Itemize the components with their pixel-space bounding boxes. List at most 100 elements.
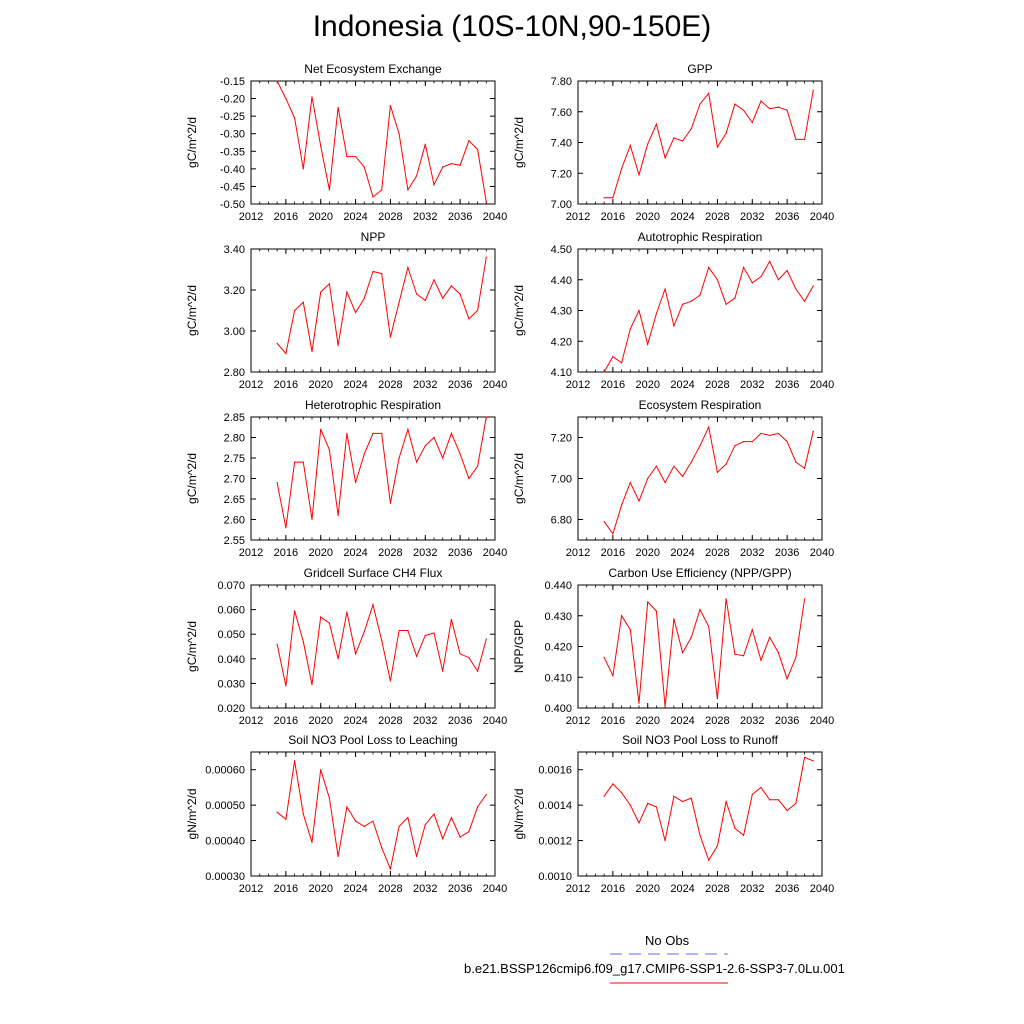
data-point	[398, 629, 400, 632]
data-point	[803, 467, 806, 469]
data-point	[751, 441, 753, 443]
data-point	[655, 610, 658, 612]
data-point	[786, 269, 788, 272]
y-axis-label: gN/m^2/d	[512, 789, 526, 840]
data-point	[760, 432, 762, 434]
data-point	[285, 527, 287, 529]
data-point	[603, 371, 605, 373]
data-point	[459, 453, 461, 455]
data-point	[407, 189, 409, 191]
data-point	[638, 309, 640, 312]
data-point	[302, 301, 304, 303]
y-tick-label: -0.15	[220, 76, 245, 88]
x-tick-label: 2032	[740, 547, 764, 559]
x-tick-label: 2040	[810, 379, 834, 391]
y-tick-label: 7.00	[551, 474, 572, 486]
panel-gridcell-surface-ch4-flux: Gridcell Surface CH4 Flux gC/m^2/d 2012 201…	[185, 566, 507, 727]
data-point	[699, 609, 701, 611]
y-axis-label: gC/m^2/d	[512, 453, 526, 504]
x-tick-label: 2032	[413, 379, 437, 391]
data-point	[320, 145, 322, 147]
y-tick-label: 0.070	[217, 580, 245, 592]
series-line	[276, 760, 487, 871]
series-line	[276, 602, 487, 687]
data-point	[285, 97, 287, 100]
y-tick-label: 2.85	[224, 412, 245, 424]
data-point	[708, 625, 710, 628]
data-point	[424, 824, 426, 826]
y-tick-label: 4.10	[551, 367, 572, 379]
data-point	[485, 638, 487, 640]
x-tick-label: 2032	[413, 715, 437, 727]
data-point	[354, 653, 357, 655]
x-tick-label: 2040	[810, 547, 834, 559]
x-tick-label: 2036	[448, 715, 472, 727]
data-point	[433, 436, 435, 439]
x-tick-label: 2016	[601, 211, 625, 223]
data-point	[442, 457, 444, 459]
data-point	[699, 834, 701, 836]
data-point	[751, 282, 753, 284]
data-point	[372, 820, 374, 822]
data-point	[476, 465, 479, 467]
data-point	[372, 432, 374, 434]
y-axis-label: gC/m^2/d	[185, 117, 199, 168]
data-point	[629, 328, 631, 330]
data-point	[681, 801, 684, 803]
data-point	[381, 273, 383, 275]
data-point	[485, 416, 487, 418]
data-point	[603, 656, 605, 658]
x-tick-label: 2016	[601, 379, 625, 391]
x-tick-label: 2036	[775, 211, 799, 223]
data-point	[725, 463, 727, 465]
data-point	[337, 855, 339, 858]
data-point	[450, 432, 453, 434]
data-point	[398, 301, 400, 303]
data-point	[612, 197, 614, 199]
y-tick-label: 0.030	[217, 678, 245, 690]
x-tick-label: 2024	[343, 211, 367, 223]
data-point	[777, 652, 780, 654]
x-tick-label: 2012	[239, 211, 263, 223]
x-tick-label: 2028	[378, 715, 402, 727]
data-point	[302, 168, 304, 170]
data-point	[476, 309, 479, 312]
data-point	[795, 138, 797, 141]
data-point	[708, 426, 710, 428]
data-point	[760, 276, 762, 278]
data-point	[647, 802, 649, 804]
y-tick-label: 2.75	[224, 453, 245, 465]
data-point	[795, 461, 797, 463]
data-point	[459, 164, 461, 166]
y-tick-label: 2.65	[224, 494, 245, 506]
data-point	[708, 266, 710, 269]
data-point	[354, 311, 357, 314]
data-point	[468, 831, 470, 833]
x-tick-label: 2024	[343, 715, 367, 727]
series-line	[603, 756, 814, 862]
panel-gpp: GPP gC/m^2/d 2012 2016 2020 2024 2028 2032 2036 2…	[512, 62, 834, 223]
data-point	[620, 168, 623, 170]
y-tick-label: 2.70	[224, 474, 245, 486]
y-tick-label: 2.60	[224, 515, 245, 527]
data-point	[620, 362, 623, 364]
y-tick-label: 7.20	[551, 433, 572, 445]
x-tick-label: 2040	[810, 211, 834, 223]
x-tick-label: 2040	[483, 883, 507, 895]
y-tick-label: 7.40	[551, 138, 572, 150]
y-tick-label: 0.410	[544, 672, 572, 684]
panel-title: Ecosystem Respiration	[639, 398, 762, 412]
data-point	[293, 610, 296, 612]
x-tick-label: 2028	[705, 883, 729, 895]
data-point	[311, 518, 313, 521]
data-point	[276, 811, 278, 813]
data-point	[276, 643, 278, 645]
x-tick-label: 2032	[740, 715, 764, 727]
plot-frame	[250, 751, 496, 877]
data-point	[415, 461, 418, 463]
data-point	[612, 356, 614, 358]
y-tick-label: 2.80	[224, 367, 245, 379]
y-tick-label: 4.50	[551, 244, 572, 256]
y-tick-label: 3.40	[224, 244, 245, 256]
